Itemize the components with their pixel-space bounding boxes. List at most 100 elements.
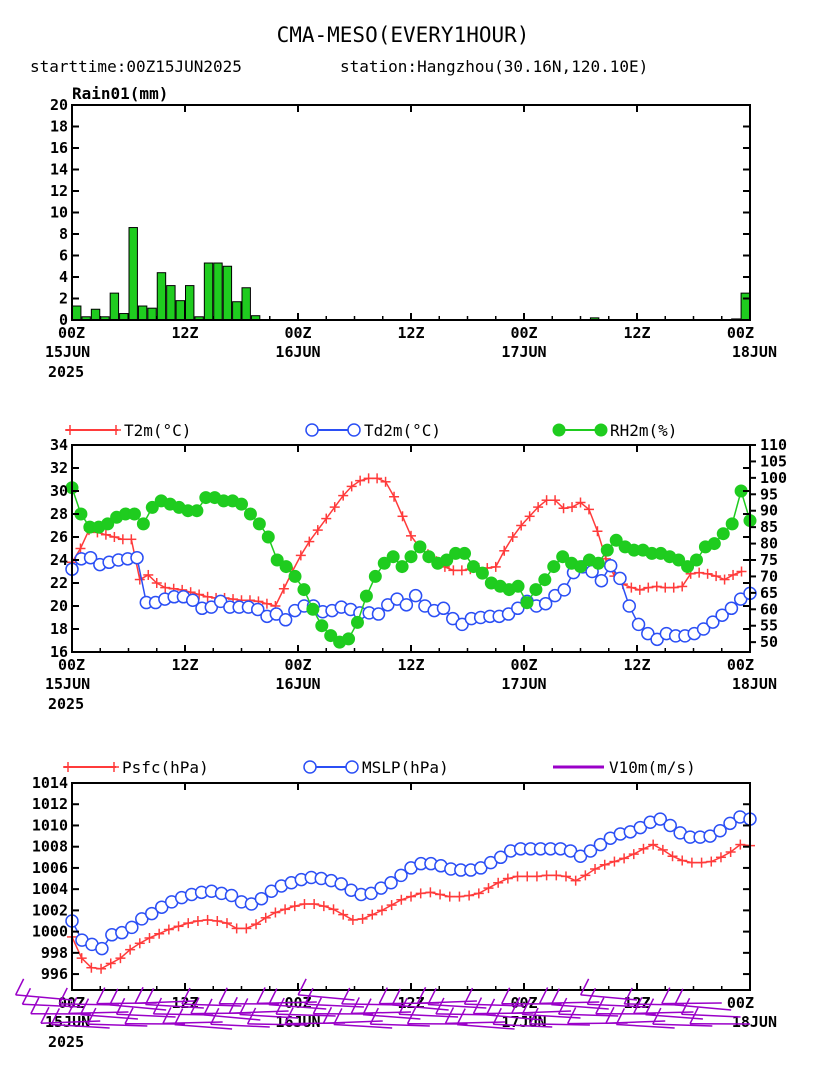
circle-marker <box>538 596 553 611</box>
wind-barb <box>51 1023 110 1029</box>
wind-barb-flag <box>435 997 445 1015</box>
dot-marker <box>243 507 257 521</box>
wind-barb <box>59 1003 120 1006</box>
x-tick-label: 00Z <box>727 324 754 342</box>
circle-marker <box>631 617 646 632</box>
dot-marker <box>377 556 391 570</box>
dot-marker <box>315 619 329 633</box>
dot-marker <box>681 560 695 574</box>
dot-marker <box>127 507 141 521</box>
wind-barb <box>298 994 355 1001</box>
x-tick-label: 00Z <box>58 324 85 342</box>
rain-bar <box>128 227 138 321</box>
wind-barb-flag <box>492 1007 502 1025</box>
wind-barb-flag <box>30 997 40 1015</box>
x-year-label: 2025 <box>48 695 84 713</box>
wind-barb-flag <box>680 997 691 1015</box>
dot-marker <box>252 517 266 531</box>
wind-barb <box>464 1003 525 1007</box>
wind-barb <box>333 1023 393 1029</box>
wind-barb-flag <box>79 998 90 1015</box>
wind-barb <box>633 1011 694 1015</box>
wind-barb-flag <box>312 997 323 1015</box>
dot-marker <box>270 553 284 567</box>
x-year-label: 2025 <box>48 363 84 381</box>
x-tick-label: 00Z <box>58 656 85 674</box>
wind-barb-flag <box>550 988 561 1005</box>
wind-barb-flag <box>674 988 684 1006</box>
wind-barb-flag <box>463 987 474 1005</box>
wind-barb-flag <box>210 1007 220 1025</box>
circle-marker <box>493 850 508 865</box>
wind-barb-flag <box>529 1007 539 1025</box>
wind-barb-flag <box>689 1007 699 1025</box>
x-tick-label: 00Z <box>284 656 311 674</box>
wind-barb <box>153 1013 214 1016</box>
y-tick-label: 18 <box>50 118 68 136</box>
x-tick-label: 00Z <box>510 324 537 342</box>
dot-marker <box>350 615 364 629</box>
legend-t2m: T2m(°C) <box>65 421 191 440</box>
wind-barb <box>323 1020 383 1024</box>
rain-panel-title: Rain01(mm) <box>72 84 168 103</box>
rain-bar <box>213 262 223 321</box>
wind-barb-flag <box>14 978 25 996</box>
dot-marker <box>422 550 436 564</box>
dot-marker <box>190 504 204 518</box>
dot-marker <box>552 423 566 437</box>
dot-marker <box>368 569 382 583</box>
rain-bar <box>109 292 120 321</box>
y-tick-label: 28 <box>50 505 68 523</box>
wind-barb <box>370 1023 430 1027</box>
wind-barb <box>681 1013 741 1018</box>
y-tick-label: 10 <box>50 204 68 222</box>
dot-marker <box>511 579 525 593</box>
dot-marker <box>324 629 338 643</box>
circle-marker <box>715 608 729 622</box>
wind-barb-flag <box>557 997 568 1015</box>
wind-barb-flag <box>623 987 633 1005</box>
wind-barb-flag <box>109 988 119 1006</box>
wind-barb-flag <box>275 997 285 1015</box>
y2-tick-label: 70 <box>760 567 778 585</box>
wind-barb <box>530 1023 590 1026</box>
circle-marker <box>394 868 408 883</box>
legend-mslp: MSLP(hPa) <box>303 758 449 777</box>
circle-marker <box>557 583 571 597</box>
wind-barb-flag <box>21 987 32 1005</box>
wind-barb-flag <box>661 987 671 1004</box>
wind-barb <box>624 1003 685 1006</box>
dot-marker <box>475 566 489 580</box>
wind-barb-flag <box>124 1007 134 1025</box>
y2-tick-label: 50 <box>760 633 778 651</box>
dot-marker <box>591 556 605 570</box>
wind-barb-flag <box>362 998 372 1015</box>
wind-barb <box>68 1011 129 1015</box>
wind-barb-flag <box>391 988 401 1006</box>
y-tick-label: 12 <box>50 182 68 200</box>
wind-barb <box>580 994 638 1001</box>
wind-barb-flag <box>162 1007 172 1024</box>
circle-marker <box>613 571 627 586</box>
wind-barb-flag <box>40 1006 50 1024</box>
legend-v10m: V10m(m/s) <box>553 758 696 777</box>
legend-t2m-label: T2m(°C) <box>124 421 191 440</box>
y-tick-label: 1002 <box>32 901 68 919</box>
rain-bar <box>137 305 148 321</box>
y2-tick-label: 80 <box>760 535 778 553</box>
dot-marker <box>716 527 730 541</box>
wind-barb <box>457 1023 515 1030</box>
circle-marker <box>145 906 159 921</box>
dot-marker <box>574 560 588 574</box>
wind-barb <box>445 1021 506 1025</box>
wind-barb <box>351 1011 412 1015</box>
y-tick-label: 16 <box>50 643 68 661</box>
wind-barb <box>558 1013 619 1017</box>
wind-barb <box>87 1023 148 1027</box>
wind-barb-flag <box>538 987 549 1004</box>
wind-barb-flag <box>633 997 643 1014</box>
wind-barb-flag <box>652 1007 662 1025</box>
wind-barb-flag <box>190 997 200 1014</box>
dot-marker <box>261 530 275 544</box>
dot-marker <box>707 537 721 551</box>
